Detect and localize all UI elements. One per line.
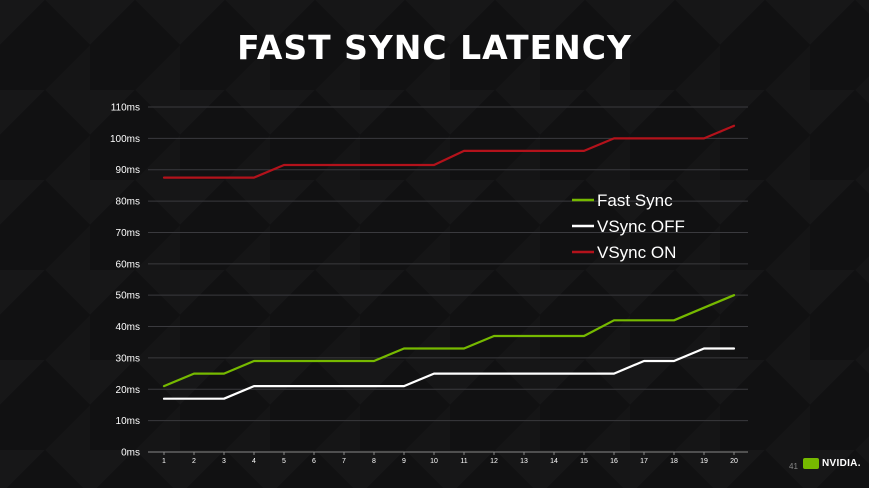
chart-legend: Fast Sync VSync OFF VSync ON	[572, 191, 685, 262]
y-tick-label: 50ms	[116, 291, 140, 302]
x-tick-label: 11	[460, 458, 467, 465]
x-tick-label: 18	[670, 458, 678, 465]
x-tick-label: 8	[372, 458, 376, 465]
nvidia-eye-icon	[803, 458, 819, 469]
legend-label: Fast Sync	[597, 191, 673, 210]
slide-title: FAST SYNC LATENCY	[237, 28, 632, 67]
x-tick-label: 9	[402, 458, 406, 465]
series-lines	[162, 124, 736, 400]
series-line-vsync-on	[162, 124, 736, 179]
x-tick-label: 12	[490, 458, 498, 465]
legend-label: VSync ON	[597, 243, 676, 262]
logo-text: NVIDIA.	[822, 458, 861, 469]
y-tick-label: 20ms	[116, 385, 140, 396]
y-tick-label: 70ms	[116, 228, 140, 239]
legend-label: VSync OFF	[597, 217, 685, 236]
series-line-fast-sync	[162, 294, 736, 388]
x-tick-label: 16	[610, 458, 618, 465]
x-tick-label: 6	[312, 458, 316, 465]
y-tick-label: 40ms	[116, 322, 140, 333]
y-axis-ticks: 0ms 10ms 20ms 30ms 40ms 50ms 60ms 70ms 80ms 90ms 1…	[110, 103, 140, 459]
x-axis-ticks: 1 2 3 4 5 6 7 8 9 10 11 12 13 14 15 16 17 18 19 20	[162, 458, 738, 465]
series-line-vsync-off	[162, 347, 736, 400]
x-tick-label: 1	[162, 458, 166, 465]
x-tick-label: 15	[580, 458, 588, 465]
x-tick-label: 20	[730, 458, 738, 465]
x-tick-label: 13	[520, 458, 528, 465]
x-tick-label: 10	[430, 458, 438, 465]
x-tick-label: 7	[342, 458, 346, 465]
x-tick-label: 19	[700, 458, 708, 465]
y-tick-label: 10ms	[116, 416, 140, 427]
x-tick-label: 5	[282, 458, 286, 465]
y-tick-label: 60ms	[116, 259, 140, 270]
y-tick-label: 100ms	[110, 134, 140, 145]
x-tick-label: 4	[252, 458, 256, 465]
x-tick-label: 14	[550, 458, 558, 465]
x-tick-label: 3	[222, 458, 226, 465]
chart-gridlines	[148, 106, 748, 455]
y-tick-label: 80ms	[116, 197, 140, 208]
page-number: 41	[789, 462, 798, 471]
y-tick-label: 90ms	[116, 165, 140, 176]
y-tick-label: 30ms	[116, 353, 140, 364]
x-tick-label: 2	[192, 458, 196, 465]
y-tick-label: 110ms	[111, 103, 140, 114]
y-tick-label: 0ms	[121, 448, 140, 459]
nvidia-logo: NVIDIA.	[803, 458, 861, 469]
x-tick-label: 17	[640, 458, 648, 465]
